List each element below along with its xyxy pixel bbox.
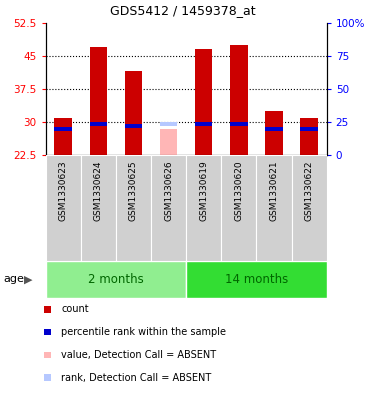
- Bar: [195, 122, 212, 126]
- Text: GSM1330622: GSM1330622: [305, 160, 314, 221]
- Bar: [116, 155, 151, 261]
- Bar: [256, 155, 292, 261]
- Text: 14 months: 14 months: [225, 273, 288, 286]
- Text: age: age: [4, 274, 24, 285]
- Text: GDS5412 / 1459378_at: GDS5412 / 1459378_at: [110, 4, 255, 17]
- Bar: [44, 306, 51, 312]
- Bar: [300, 127, 318, 130]
- Bar: [186, 261, 327, 298]
- Bar: [221, 155, 256, 261]
- Bar: [125, 72, 142, 155]
- Text: GSM1330623: GSM1330623: [59, 160, 68, 221]
- Text: GSM1330619: GSM1330619: [199, 160, 208, 221]
- Text: GSM1330621: GSM1330621: [269, 160, 278, 221]
- Bar: [186, 155, 221, 261]
- Text: 2 months: 2 months: [88, 273, 144, 286]
- Bar: [125, 125, 142, 129]
- Text: count: count: [61, 305, 89, 314]
- Text: rank, Detection Call = ABSENT: rank, Detection Call = ABSENT: [61, 373, 212, 383]
- Bar: [160, 129, 177, 155]
- Bar: [44, 375, 51, 381]
- Bar: [160, 122, 177, 126]
- Bar: [44, 352, 51, 358]
- Bar: [292, 155, 327, 261]
- Bar: [195, 50, 212, 155]
- Text: GSM1330626: GSM1330626: [164, 160, 173, 221]
- Bar: [46, 155, 81, 261]
- Text: GSM1330624: GSM1330624: [94, 160, 103, 221]
- Text: GSM1330620: GSM1330620: [234, 160, 243, 221]
- Bar: [89, 122, 107, 126]
- Bar: [54, 118, 72, 155]
- Bar: [54, 127, 72, 130]
- Bar: [230, 122, 247, 126]
- Bar: [46, 261, 186, 298]
- Bar: [265, 127, 283, 130]
- Bar: [44, 329, 51, 335]
- Bar: [230, 45, 247, 155]
- Bar: [89, 47, 107, 155]
- Bar: [265, 111, 283, 155]
- Text: ▶: ▶: [24, 274, 32, 285]
- Bar: [81, 155, 116, 261]
- Text: value, Detection Call = ABSENT: value, Detection Call = ABSENT: [61, 350, 216, 360]
- Bar: [151, 155, 186, 261]
- Text: percentile rank within the sample: percentile rank within the sample: [61, 327, 226, 337]
- Text: GSM1330625: GSM1330625: [129, 160, 138, 221]
- Bar: [300, 118, 318, 155]
